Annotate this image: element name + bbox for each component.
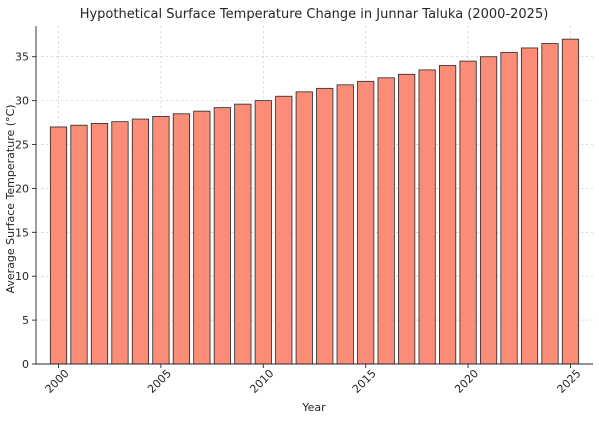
bar-2004 [131, 118, 150, 365]
bar-2001 [70, 124, 88, 365]
bar-2021 [479, 56, 498, 365]
bar-2018 [418, 69, 436, 365]
bar-2025 [561, 38, 580, 365]
bar-2007 [193, 110, 211, 365]
y-tick-label: 15 [15, 226, 29, 239]
y-tick-label: 30 [15, 95, 29, 108]
y-tick-label: 10 [15, 270, 29, 283]
bars [49, 38, 580, 365]
bar-2005 [152, 116, 170, 365]
bar-2020 [459, 60, 477, 365]
bar-2010 [254, 100, 272, 365]
x-tick-label: 2020 [452, 367, 481, 396]
bar-2000 [49, 126, 68, 365]
bar-2011 [275, 95, 293, 365]
bar-2008 [213, 107, 231, 365]
chart-title: Hypothetical Surface Temperature Change … [80, 7, 549, 22]
x-tick-label: 2000 [43, 367, 72, 396]
bar-2012 [295, 91, 313, 365]
y-axis-label: Average Surface Temperature (°C) [4, 104, 17, 293]
x-axis-label: Year [301, 401, 326, 414]
x-tick-label: 2010 [247, 367, 276, 396]
axes [35, 26, 593, 365]
bar-2016 [377, 77, 395, 365]
y-tick-label: 20 [15, 182, 29, 195]
y-tick-label: 0 [22, 358, 29, 371]
x-tick-label: 2025 [555, 367, 584, 396]
bar-2022 [500, 51, 518, 365]
bar-2002 [90, 123, 109, 365]
bar-2006 [172, 113, 190, 365]
bar-2015 [357, 80, 375, 365]
y-tick-label: 25 [15, 139, 29, 152]
y-tick-label: 35 [15, 51, 29, 64]
y-ticks: 0 5 10 15 20 25 30 35 [15, 51, 36, 371]
x-ticks: 2000 2005 2010 2015 2020 2025 [43, 364, 584, 396]
bar-2013 [316, 87, 334, 365]
bar-2024 [541, 43, 559, 365]
bar-2023 [520, 47, 539, 365]
x-tick-label: 2005 [145, 367, 174, 396]
bar-2017 [398, 73, 416, 365]
bar-2019 [439, 65, 457, 365]
bar-2003 [111, 121, 129, 365]
x-tick-label: 2015 [350, 367, 379, 396]
y-tick-label: 5 [22, 314, 29, 327]
bar-2014 [336, 84, 354, 365]
bar-2009 [234, 103, 252, 365]
